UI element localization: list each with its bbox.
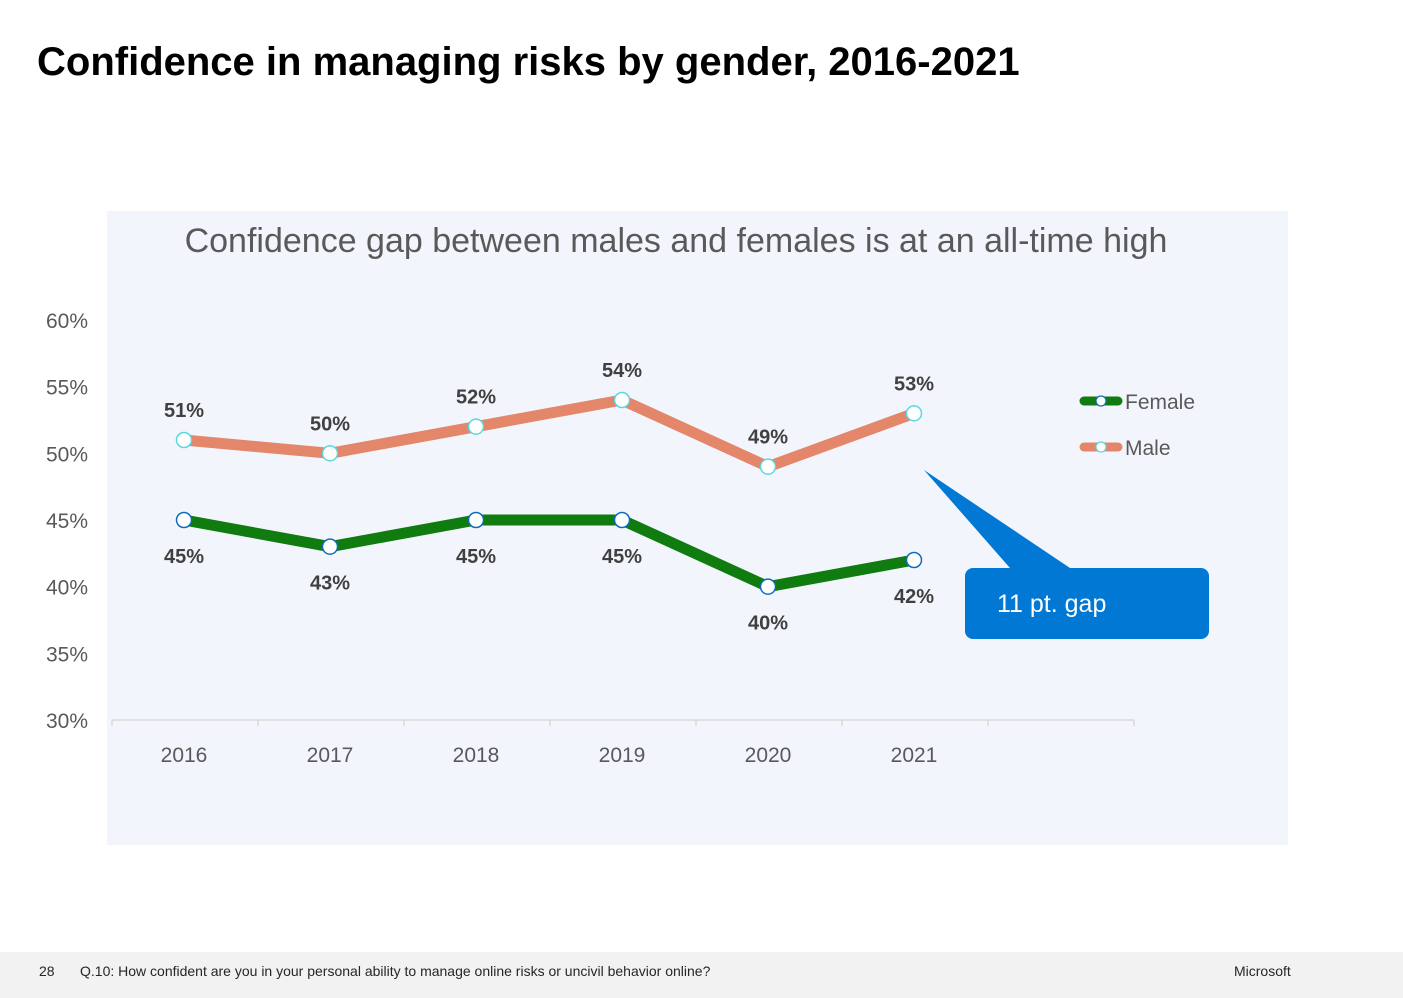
male-data-point <box>613 391 631 409</box>
y-tick-label: 40% <box>46 577 88 600</box>
male-data-label: 54% <box>602 360 642 382</box>
footer-question: Q.10: How confident are you in your pers… <box>80 963 711 979</box>
slide-title: Confidence in managing risks by gender, … <box>37 40 1020 84</box>
legend-label-female: Female <box>1125 391 1195 414</box>
gap-callout-text: 11 pt. gap <box>997 590 1106 618</box>
y-tick-label: 55% <box>46 377 88 400</box>
male-data-point <box>321 445 339 462</box>
female-data-point <box>175 511 193 529</box>
male-data-point <box>759 458 777 475</box>
male-data-label: 49% <box>748 427 788 449</box>
gap-callout-box <box>965 568 1209 639</box>
y-tick-label: 35% <box>46 643 88 666</box>
axis-group: 30% 35% 40% 45% 50% 55% 60% 2016 2017 2018 2019 202… <box>46 310 1135 767</box>
legend-item-female[interactable]: Female <box>1079 391 1195 414</box>
x-tick-label: 2020 <box>745 744 792 767</box>
y-tick-label: 45% <box>46 510 88 533</box>
male-data-label: 52% <box>456 387 496 409</box>
female-data-label: 45% <box>164 546 204 568</box>
series-group <box>175 391 923 595</box>
x-tick-label: 2019 <box>599 744 646 767</box>
female-data-point <box>759 578 777 595</box>
male-series-line <box>178 394 920 473</box>
y-tick-label: 50% <box>46 443 88 466</box>
legend[interactable]: Female Male <box>1079 391 1195 460</box>
male-data-point <box>905 405 923 422</box>
female-series-line <box>178 514 920 593</box>
female-data-label: 42% <box>894 586 934 608</box>
male-data-point <box>467 418 485 435</box>
y-tick-label: 60% <box>46 310 88 333</box>
page-number: 28 <box>39 963 55 979</box>
chart-panel <box>107 211 1288 845</box>
male-data-label: 53% <box>894 373 934 395</box>
female-data-label: 45% <box>456 546 496 568</box>
data-label-group: 45% 43% 45% 45% 40% 42% 51% 50% 52% 54% 49% 53% <box>164 360 934 635</box>
female-data-point <box>905 551 923 569</box>
y-tick-label: 30% <box>46 710 88 733</box>
x-tick-label: 2018 <box>453 744 500 767</box>
male-data-label: 50% <box>310 413 350 435</box>
gap-callout: 11 pt. gap <box>924 470 1209 639</box>
legend-marker-male <box>1095 441 1107 453</box>
x-tick-label: 2021 <box>891 744 938 767</box>
footer-brand: Microsoft <box>1234 963 1291 979</box>
footer: 28 Q.10: How confident are you in your p… <box>0 952 1403 998</box>
x-tick-label: 2017 <box>307 744 354 767</box>
chart-subtitle: Confidence gap between males and females… <box>185 222 1168 260</box>
female-data-label: 45% <box>602 546 642 568</box>
x-tick-label: 2016 <box>161 744 208 767</box>
male-data-label: 51% <box>164 400 204 422</box>
female-data-point <box>613 511 631 529</box>
female-data-point <box>321 538 339 555</box>
female-data-label: 43% <box>310 573 350 595</box>
legend-label-male: Male <box>1125 437 1171 460</box>
female-data-point <box>467 511 485 529</box>
legend-marker-female <box>1095 395 1107 407</box>
legend-item-male[interactable]: Male <box>1079 437 1171 460</box>
male-data-point <box>175 431 193 449</box>
gap-callout-pointer <box>924 470 1070 568</box>
female-data-label: 40% <box>748 613 788 635</box>
